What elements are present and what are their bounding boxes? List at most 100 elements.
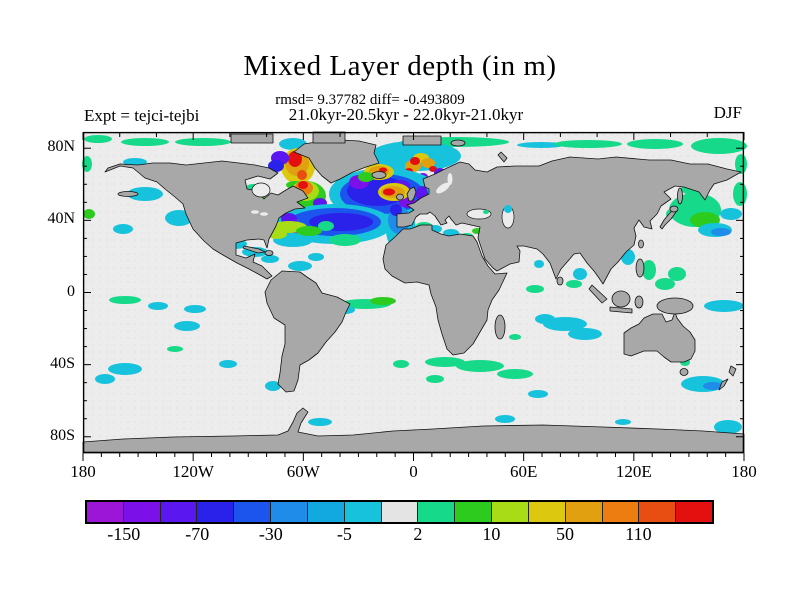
- land-borneo: [611, 290, 631, 308]
- baltic-sea: [436, 182, 450, 194]
- colorbar-labels: -150 -70 -30 -5 2 10 50 110: [85, 524, 710, 546]
- land-australia: [623, 311, 696, 363]
- anomaly-patch: [265, 381, 281, 391]
- colorbar-tick-label: -30: [258, 524, 283, 544]
- map-plot-area: 180 120W 60W 0 60E 120E 180 80N 40N 0 40S 80S: [47, 131, 757, 481]
- colorbar-tick-label: 2: [413, 524, 423, 544]
- axis-ticks-layer: [82, 132, 745, 461]
- anomaly-patch: [497, 369, 533, 379]
- lon-axis-label: 180: [731, 462, 757, 481]
- land-sumatra: [588, 284, 608, 304]
- colorbar-segment: [122, 502, 160, 522]
- land-arctic-islands-2: [402, 135, 442, 146]
- anomaly-patch: [554, 140, 622, 148]
- land-antarctica: [82, 407, 745, 454]
- anomaly-patch: [711, 228, 731, 236]
- anomaly-patch: [509, 334, 521, 340]
- anomaly-patch: [370, 297, 396, 305]
- land-great-britain: [406, 186, 417, 202]
- colorbar-tick-label: -70: [185, 524, 210, 544]
- land-new-zealand-north: [728, 365, 737, 377]
- land-novaya-zemlya: [497, 151, 508, 163]
- lon-axis-label: 120W: [172, 462, 214, 481]
- anomaly-patch: [668, 267, 686, 281]
- page-title: Mixed Layer depth (in m): [243, 50, 557, 82]
- land-iceland: [371, 171, 387, 179]
- anomaly-patch: [704, 300, 744, 312]
- colorbar: [85, 500, 714, 524]
- lon-axis-label: 60W: [286, 462, 320, 481]
- land-sakhalin: [677, 187, 683, 205]
- land-eurasia: [396, 156, 742, 285]
- anomaly-patch: [456, 360, 504, 372]
- anomaly-patch: [390, 204, 402, 216]
- anomaly-patch: [383, 188, 395, 196]
- anomaly-patch: [268, 160, 284, 172]
- colorbar-segment: [306, 502, 344, 522]
- anomaly-patch: [393, 360, 409, 368]
- land-new-guinea: [656, 297, 694, 315]
- colorbar-segment: [454, 502, 492, 522]
- colorbar-segment: [270, 502, 307, 522]
- colorbar-segment: [196, 502, 234, 522]
- anomaly-patch: [113, 224, 133, 234]
- lat-axis-label: 80S: [50, 426, 75, 444]
- anomaly-patch: [534, 260, 544, 268]
- anomaly-patch: [318, 221, 334, 231]
- anomaly-patch: [655, 278, 675, 290]
- lon-axis-label: 0: [409, 462, 418, 481]
- anomaly-patch: [184, 305, 206, 313]
- anomaly-patch: [495, 415, 515, 423]
- land-aleutian-arc: [117, 191, 139, 197]
- colorbar-segment: [159, 502, 197, 522]
- land-hokkaido: [669, 205, 679, 213]
- land-south-america: [264, 270, 351, 393]
- lat-axis-label: 80N: [47, 138, 75, 156]
- land-hispaniola: [264, 250, 274, 256]
- land-africa: [382, 224, 508, 356]
- anomaly-patch: [329, 234, 361, 246]
- land-north-america: [104, 160, 309, 280]
- anomaly-patch: [219, 360, 237, 368]
- colorbar-segment: [638, 502, 676, 522]
- anomaly-patch: [573, 268, 587, 280]
- anomaly-patch: [483, 210, 489, 214]
- stats-line: rmsd= 9.37782 diff= -0.493809: [275, 92, 465, 108]
- anomaly-patch: [425, 357, 465, 367]
- anomaly-patch: [568, 328, 602, 340]
- anomaly-patch: [288, 151, 302, 167]
- anomaly-patch: [121, 138, 169, 146]
- land-sulawesi: [634, 295, 644, 309]
- land-sri-lanka: [556, 276, 564, 286]
- anomaly-patch: [528, 390, 548, 398]
- anomaly-patch: [615, 419, 631, 425]
- anomaly-patch: [82, 156, 92, 172]
- land-taiwan: [638, 239, 644, 249]
- colorbar-segment: [87, 502, 123, 522]
- colorbar-segment: [233, 502, 271, 522]
- anomaly-patch: [535, 314, 555, 324]
- anomaly-patch: [123, 158, 147, 166]
- land-greenland: [293, 139, 380, 184]
- land-arctic-islands-1: [230, 133, 274, 144]
- colorbar-tick-label: 110: [625, 524, 652, 544]
- anomaly-patch: [627, 139, 683, 149]
- land-philippines: [635, 258, 645, 278]
- hudson-bay: [251, 182, 271, 198]
- anomaly-patch: [526, 285, 544, 293]
- land-madagascar: [494, 314, 506, 340]
- anomaly-patch: [109, 296, 141, 304]
- anomaly-patch: [720, 208, 742, 220]
- anomaly-patch: [358, 172, 374, 182]
- anomaly-patch: [504, 205, 512, 213]
- anomaly-patch: [703, 382, 723, 390]
- anomaly-patch: [296, 226, 322, 236]
- great-lake-east: [260, 212, 268, 216]
- lat-axis-label: 0: [67, 282, 75, 300]
- land-cuba: [242, 245, 266, 254]
- anomaly-patch: [83, 209, 95, 219]
- anomaly-patch: [174, 321, 200, 331]
- anomaly-patch: [426, 375, 444, 383]
- anomaly-patch: [148, 302, 168, 310]
